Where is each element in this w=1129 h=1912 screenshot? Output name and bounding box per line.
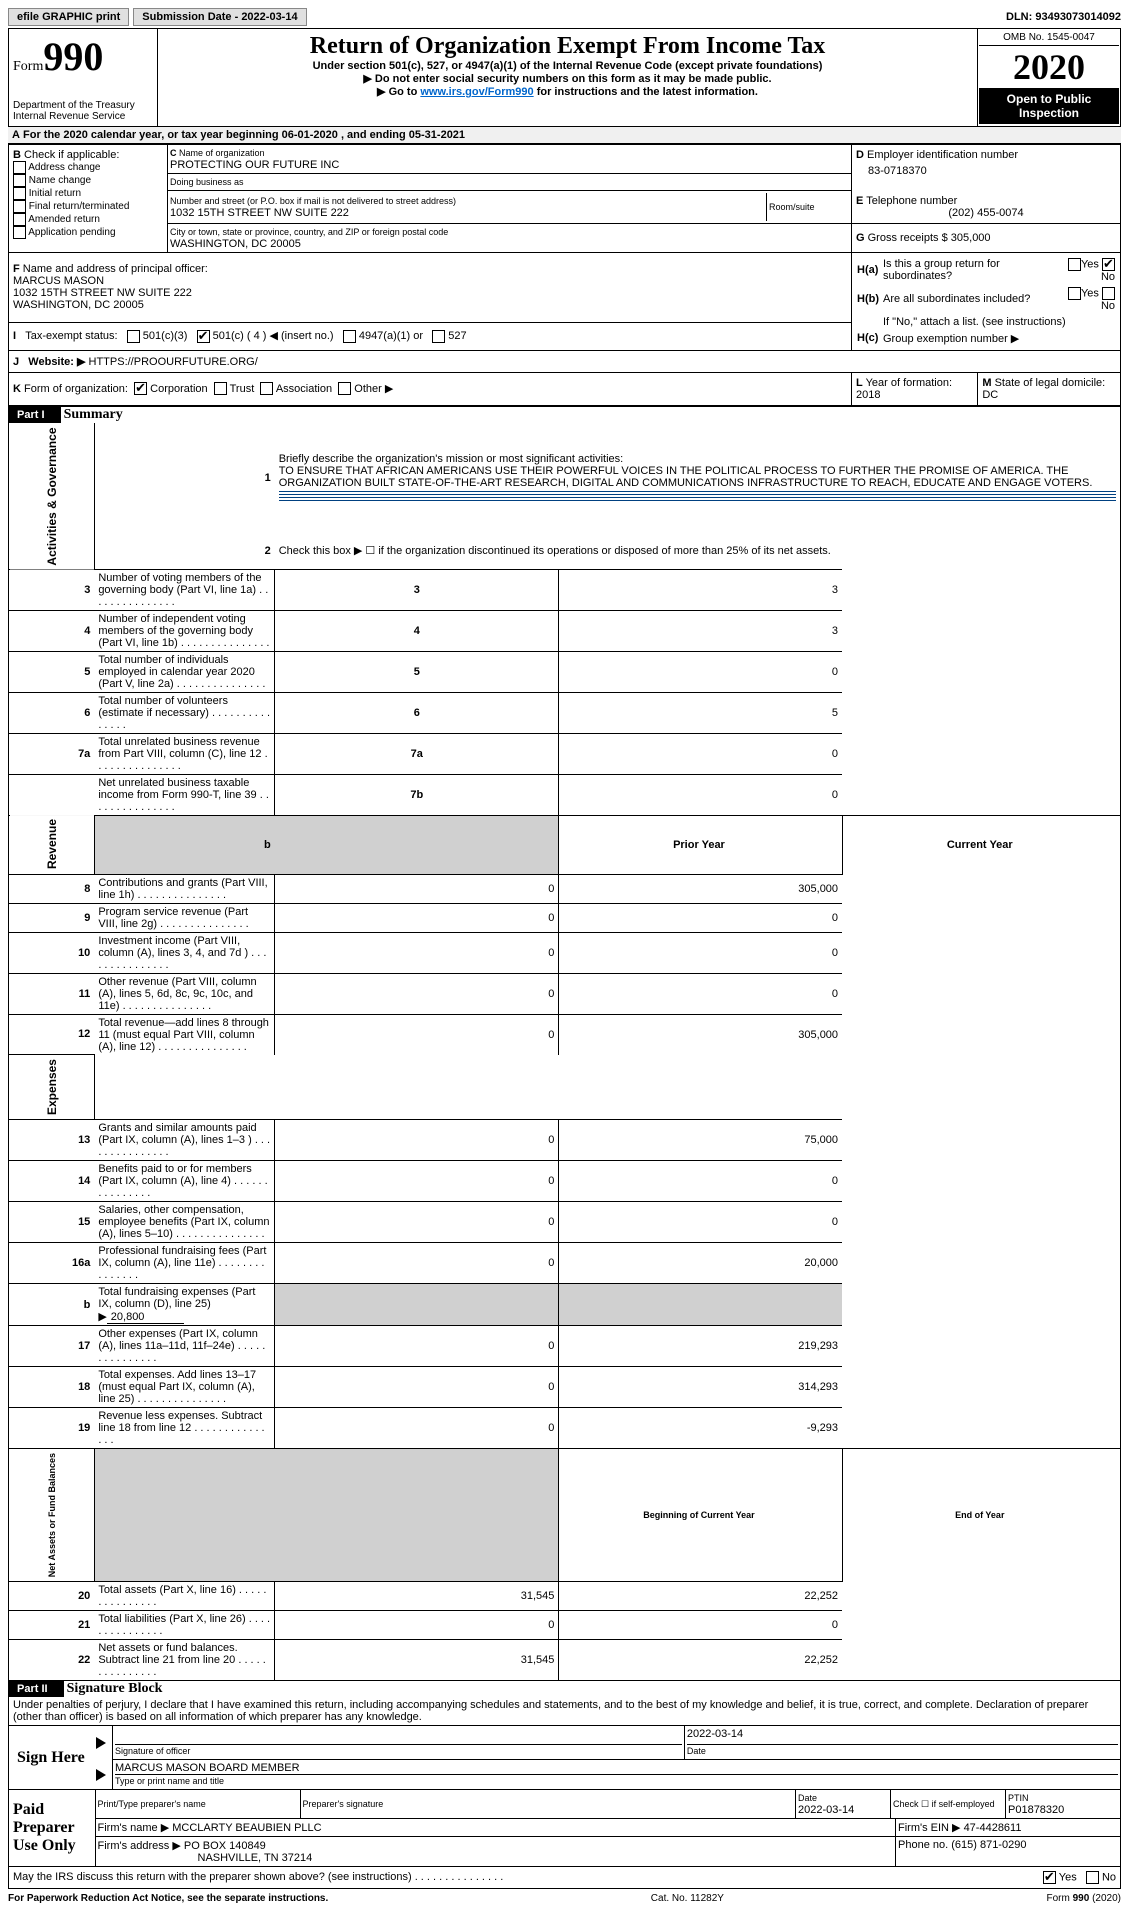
- officer-printed: MARCUS MASON BOARD MEMBER: [115, 1762, 1118, 1775]
- tax-year: 2020: [979, 46, 1119, 88]
- ein-label: Employer identification number: [867, 149, 1018, 161]
- ein: 83-0718370: [856, 165, 1116, 177]
- website: HTTPS://PROOURFUTURE.ORG/: [89, 356, 258, 368]
- dln: DLN: 93493073014092: [1006, 11, 1121, 23]
- tax-year-row: A For the 2020 calendar year, or tax yea…: [8, 127, 1121, 144]
- irs-link[interactable]: www.irs.gov/Form990: [420, 86, 533, 98]
- check-applicable: Check if applicable:: [24, 149, 119, 161]
- open-public: Open to Public Inspection: [979, 88, 1119, 124]
- ssn-note: Do not enter social security numbers on …: [375, 73, 772, 85]
- vlabel-gov: Activities & Governance: [9, 423, 95, 570]
- mission: TO ENSURE THAT AFRICAN AMERICANS USE THE…: [279, 465, 1093, 489]
- gross-receipts: 305,000: [951, 232, 991, 244]
- city: WASHINGTON, DC 20005: [170, 238, 301, 250]
- sig-arrow-icon: [96, 1737, 106, 1749]
- phone: (202) 455-0074: [856, 207, 1116, 219]
- form-title: Return of Organization Exempt From Incom…: [162, 33, 973, 60]
- dept-treasury: Department of the Treasury: [13, 100, 153, 111]
- omb-no: OMB No. 1545-0047: [979, 30, 1119, 46]
- efile-btn[interactable]: efile GRAPHIC print: [8, 8, 129, 26]
- vlabel-rev: Revenue: [9, 815, 95, 874]
- irs-label: Internal Revenue Service: [13, 111, 153, 122]
- paid-preparer: Paid Preparer Use Only: [9, 1790, 96, 1867]
- info-table: B Check if applicable: Address change Na…: [8, 144, 1121, 406]
- street: 1032 15TH STREET NW SUITE 222: [170, 207, 349, 219]
- discuss-yes[interactable]: [1043, 1871, 1056, 1884]
- ha-no[interactable]: [1102, 258, 1115, 271]
- ha-yes[interactable]: [1068, 258, 1081, 271]
- sign-here: Sign Here: [9, 1726, 96, 1790]
- vlabel-exp: Expenses: [9, 1055, 95, 1120]
- part1-table: Part I Summary Activities & Governance 1…: [8, 406, 1121, 1682]
- officer-name: MARCUS MASON: [13, 275, 104, 287]
- vlabel-net: Net Assets or Fund Balances: [9, 1449, 95, 1582]
- part2-table: Part II Signature Block Under penalties …: [8, 1681, 1121, 1889]
- submission-btn[interactable]: Submission Date - 2022-03-14: [133, 8, 306, 26]
- penalties: Under penalties of perjury, I declare th…: [9, 1697, 1121, 1726]
- org-name: PROTECTING OUR FUTURE INC: [170, 159, 339, 171]
- hb-yes[interactable]: [1068, 287, 1081, 300]
- sig-arrow-icon: [96, 1769, 106, 1781]
- firm-name: MCCLARTY BEAUBIEN PLLC: [172, 1822, 321, 1834]
- phone-label: Telephone number: [866, 195, 957, 207]
- top-bar: efile GRAPHIC print Submission Date - 20…: [8, 8, 1121, 26]
- discuss-no[interactable]: [1086, 1871, 1099, 1884]
- form-990-label: Form990: [13, 33, 153, 80]
- hb-no[interactable]: [1102, 287, 1115, 300]
- footer: For Paperwork Reduction Act Notice, see …: [8, 1889, 1121, 1904]
- header-table: Form990 Department of the Treasury Inter…: [8, 28, 1121, 127]
- form-subtitle: Under section 501(c), 527, or 4947(a)(1)…: [162, 60, 973, 72]
